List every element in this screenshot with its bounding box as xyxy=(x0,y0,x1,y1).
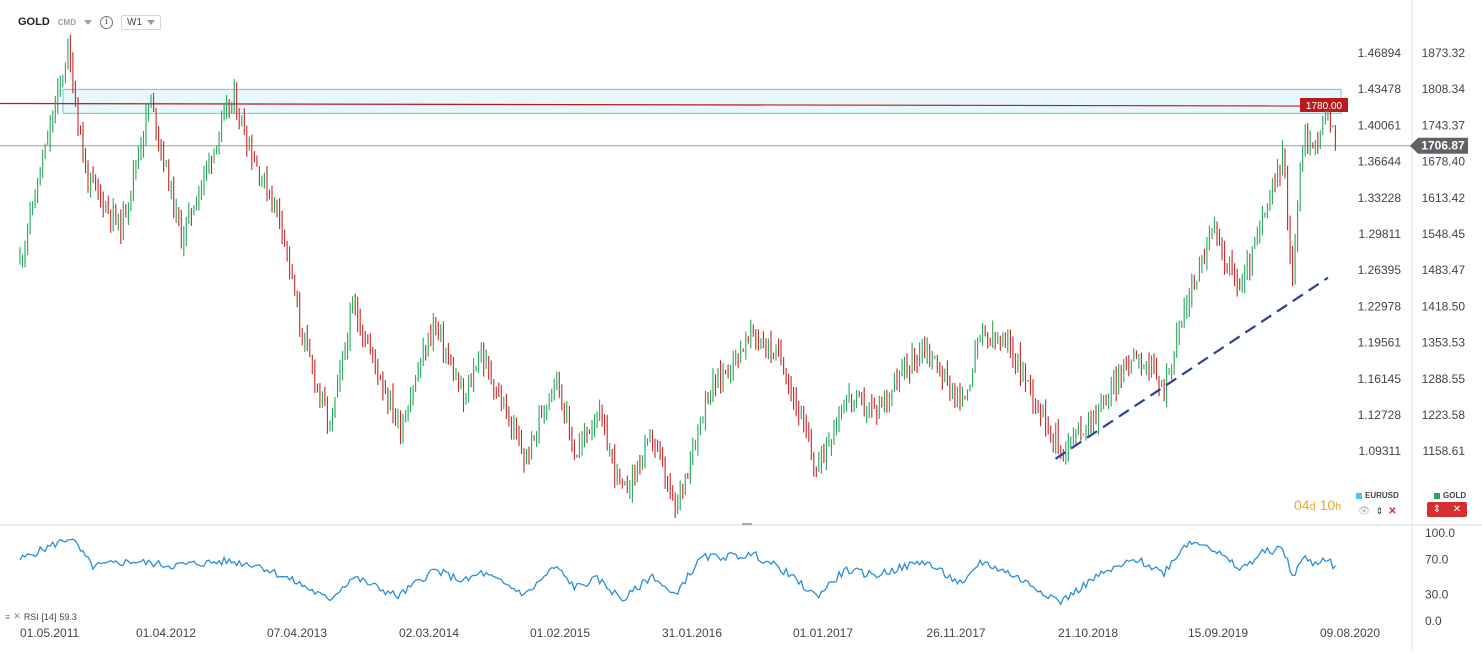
y-tick-eurusd: 1.46894 xyxy=(1358,46,1402,60)
info-icon[interactable]: i xyxy=(100,15,113,29)
x-tick-label: 09.08.2020 xyxy=(1320,626,1380,640)
rsi-line xyxy=(19,538,1336,606)
y-tick-eurusd: 1.33228 xyxy=(1358,191,1402,205)
rsi-tick-70: 70.0 xyxy=(1425,552,1449,566)
resistance-zone xyxy=(62,88,1342,114)
legend-gold-label: GOLD xyxy=(1443,491,1467,500)
y-tick-gold: 1808.34 xyxy=(1422,82,1466,96)
legend-eurusd[interactable]: EURUSD xyxy=(1356,491,1399,500)
x-tick-label: 02.03.2014 xyxy=(399,626,459,640)
symbol-name[interactable]: GOLD xyxy=(18,16,50,28)
y-tick-gold: 1418.50 xyxy=(1422,299,1466,313)
y-tick-eurusd: 1.36644 xyxy=(1358,155,1402,169)
close-icon[interactable]: ✕ xyxy=(1452,504,1462,515)
chart-header: GOLD CMD i W1 xyxy=(18,10,161,34)
timeframe-label: W1 xyxy=(127,16,142,28)
y-tick-eurusd: 1.19561 xyxy=(1358,336,1402,350)
x-tick-label: 01.04.2012 xyxy=(136,626,196,640)
y-tick-eurusd: 1.29811 xyxy=(1359,227,1402,241)
rsi-legend[interactable]: ≡ ✕ RSI [14] 59.3 xyxy=(5,611,77,622)
support-trendline xyxy=(1054,276,1329,460)
y-tick-gold: 1743.37 xyxy=(1422,118,1466,132)
eurusd-controls: 👁 ⇕ ✕ xyxy=(1358,506,1397,517)
gold-color-swatch xyxy=(1434,492,1440,499)
remove-icon[interactable]: ✕ xyxy=(13,611,21,621)
resistance-label-box xyxy=(1300,97,1348,112)
timeframe-select[interactable]: W1 xyxy=(121,14,161,30)
y-tick-gold: 1548.45 xyxy=(1422,227,1466,241)
x-tick-label: 01.05.2011 xyxy=(20,626,79,640)
x-tick-label: 26.11.2017 xyxy=(926,626,985,640)
y-tick-gold: 1353.53 xyxy=(1422,336,1466,350)
move-updown-icon[interactable]: ⇕ xyxy=(1375,506,1384,516)
gold-controls: ⇕ ✕ xyxy=(1427,502,1467,517)
candles-icon[interactable]: ⇕ xyxy=(1432,504,1442,515)
y-tick-gold: 1288.55 xyxy=(1422,372,1466,386)
menu-icon[interactable]: ≡ xyxy=(5,611,11,622)
y-tick-eurusd: 1.12728 xyxy=(1358,408,1402,422)
resistance-label: 1780.00 xyxy=(1306,101,1343,112)
close-icon[interactable]: ✕ xyxy=(1388,506,1397,517)
x-tick-label: 07.04.2013 xyxy=(267,626,327,640)
y-tick-eurusd: 1.16145 xyxy=(1358,372,1402,386)
x-tick-label: 01.02.2015 xyxy=(530,626,590,640)
x-tick-label: 21.10.2018 xyxy=(1058,626,1118,640)
x-tick-label: 15.09.2019 xyxy=(1188,626,1248,640)
countdown-hour-unit: h xyxy=(1335,501,1342,513)
current-price-label: 1706.87 xyxy=(1421,139,1465,153)
resistance-line xyxy=(0,102,1301,107)
x-tick-label: 01.01.2017 xyxy=(793,626,853,640)
chevron-down-icon xyxy=(147,19,155,25)
symbol-dropdown-icon[interactable] xyxy=(84,19,92,25)
current-price-tag xyxy=(1410,137,1468,154)
eurusd-color-swatch xyxy=(1356,492,1362,499)
rsi-label: RSI [14] xyxy=(23,611,57,622)
countdown-day-unit: d xyxy=(1309,501,1316,513)
y-tick-gold: 1158.61 xyxy=(1423,444,1466,458)
y-tick-eurusd: 1.43478 xyxy=(1358,82,1402,96)
y-tick-gold: 1223.58 xyxy=(1422,408,1466,422)
countdown-days: 04 xyxy=(1294,497,1310,513)
y-tick-gold: 1873.32 xyxy=(1422,46,1466,60)
rsi-value: 59.3 xyxy=(59,611,77,622)
y-tick-eurusd: 1.40061 xyxy=(1358,118,1402,132)
instrument-type: CMD xyxy=(57,17,76,27)
y-tick-gold: 1678.40 xyxy=(1422,155,1466,169)
panel-resize-handle xyxy=(742,523,752,525)
rsi-tick-30: 30.0 xyxy=(1425,588,1449,602)
y-tick-eurusd: 1.26395 xyxy=(1358,263,1402,277)
eye-icon[interactable]: 👁 xyxy=(1358,506,1371,517)
legend-gold[interactable]: GOLD xyxy=(1434,491,1466,500)
legend-eurusd-label: EURUSD xyxy=(1365,491,1399,500)
candle-countdown: 04d 10h xyxy=(1294,497,1341,513)
candles-layer xyxy=(19,34,1336,519)
rsi-tick-0: 0.0 xyxy=(1425,614,1442,628)
y-tick-eurusd: 1.09311 xyxy=(1359,444,1402,458)
countdown-hours: 10 xyxy=(1319,497,1336,513)
y-tick-eurusd: 1.22978 xyxy=(1358,299,1402,313)
rsi-tick-100: 100.0 xyxy=(1425,526,1455,540)
y-tick-gold: 1613.42 xyxy=(1422,191,1466,205)
x-tick-label: 31.01.2016 xyxy=(662,626,722,640)
y-tick-gold: 1483.47 xyxy=(1422,263,1466,277)
